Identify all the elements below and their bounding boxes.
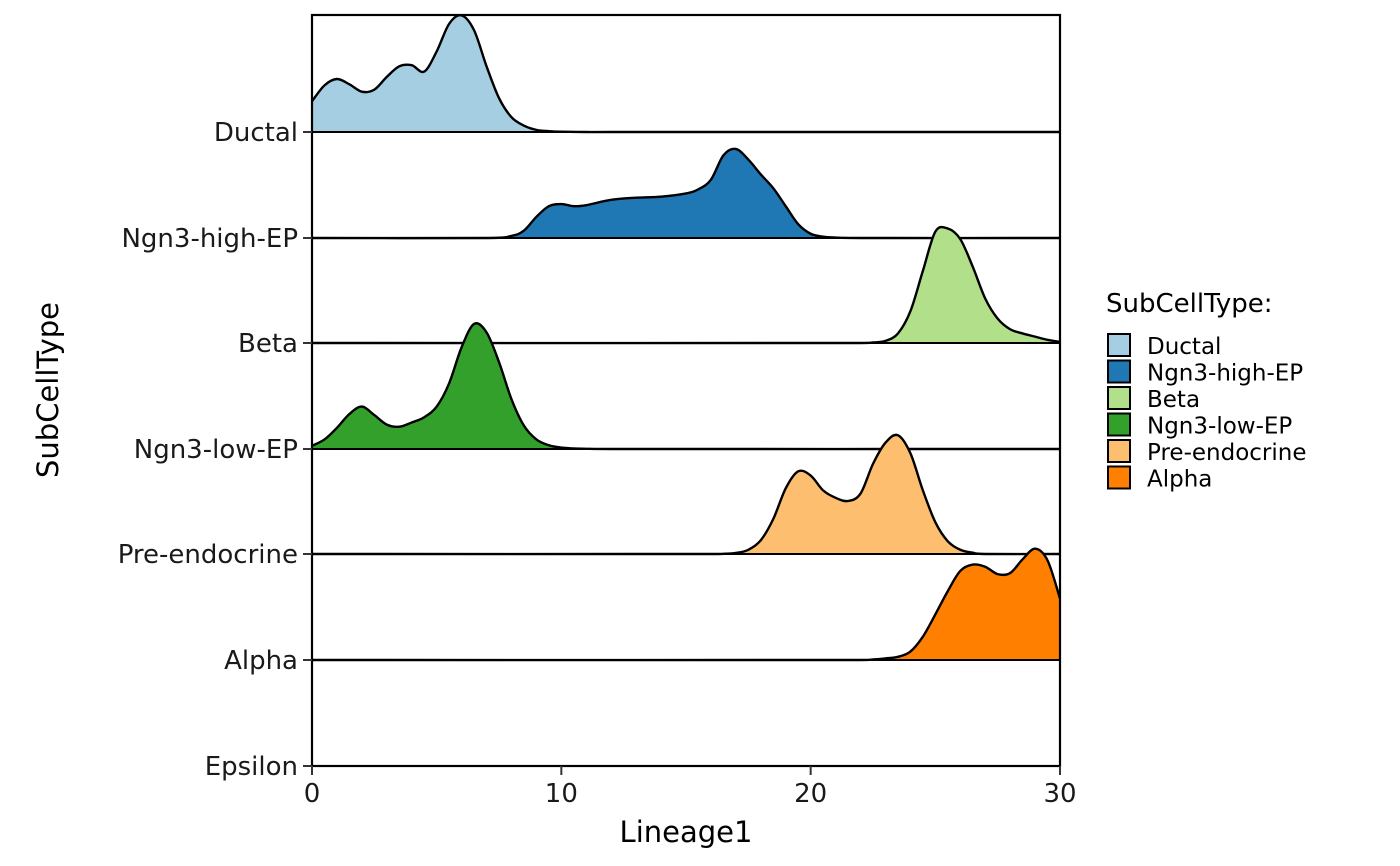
y-tick-label-beta: Beta (238, 329, 298, 359)
ridge-alpha (311, 547, 1062, 662)
legend-key-pre-endocrine (1107, 439, 1131, 463)
x-tick-label-10: 10 (545, 779, 578, 809)
legend-key-ductal (1107, 333, 1131, 357)
legend-key-alpha (1107, 465, 1131, 490)
legend-key-ngn3-high-ep (1107, 359, 1131, 384)
y-tick-label-ngn3-high-ep: Ngn3-high-EP (121, 224, 298, 254)
ridge-beta (311, 225, 1061, 345)
ridge-outline-ngn3-low-ep (311, 322, 1061, 451)
legend-label-alpha: Alpha (1147, 467, 1212, 493)
ridge-ngn3-high-ep (311, 147, 1061, 240)
ridge-pre-endocrine (311, 433, 1061, 556)
legend-title: SubCellType: (1106, 289, 1273, 319)
ridge-outline-ngn3-high-ep (311, 147, 1061, 240)
legend-label-beta: Beta (1147, 387, 1200, 413)
ridges-layer (311, 14, 1062, 662)
legend-key-beta (1107, 386, 1131, 410)
ridge-outline-alpha (311, 547, 1062, 662)
x-tick-label-0: 0 (304, 779, 321, 809)
x-axis: 0 10 20 30 (304, 766, 1077, 809)
legend-label-ductal: Ductal (1147, 334, 1221, 360)
y-axis-title: SubCellType (31, 302, 65, 478)
y-tick-label-epsilon: Epsilon (205, 752, 298, 782)
y-tick-label-ductal: Ductal (214, 118, 298, 148)
ridge-outline-pre-endocrine (311, 433, 1061, 556)
legend-label-ngn3-high-ep: Ngn3-high-EP (1147, 361, 1303, 387)
legend: SubCellType: DuctalNgn3-high-EPBetaNgn3-… (1106, 289, 1306, 493)
x-tick-label-30: 30 (1043, 779, 1076, 809)
plot-panel-border (310, 13, 1062, 768)
legend-label-ngn3-low-ep: Ngn3-low-EP (1147, 414, 1292, 440)
ridge-fill-ductal (312, 15, 1060, 133)
ridge-fill-pre-endocrine (312, 434, 1060, 555)
ridge-fill-beta (312, 226, 1060, 344)
y-tick-label-alpha: Alpha (224, 646, 298, 676)
legend-key-ngn3-low-ep (1107, 412, 1131, 437)
y-tick-label-pre-endocrine: Pre-endocrine (118, 540, 298, 570)
y-axis: Epsilon Alpha Pre-endocrine Ngn3-low-EP Beta… (118, 118, 312, 782)
ridge-ductal (311, 14, 1060, 134)
x-tick-label-20: 20 (794, 779, 827, 809)
y-tick-label-ngn3-low-ep: Ngn3-low-EP (134, 435, 298, 465)
ridge-outline-beta (311, 225, 1061, 345)
legend-label-pre-endocrine: Pre-endocrine (1147, 440, 1306, 466)
ridge-ngn3-low-ep (311, 322, 1061, 451)
ridge-fill-alpha (312, 548, 1060, 661)
x-axis-title: Lineage1 (620, 815, 753, 849)
ridge-fill-ngn3-low-ep (312, 323, 1060, 450)
